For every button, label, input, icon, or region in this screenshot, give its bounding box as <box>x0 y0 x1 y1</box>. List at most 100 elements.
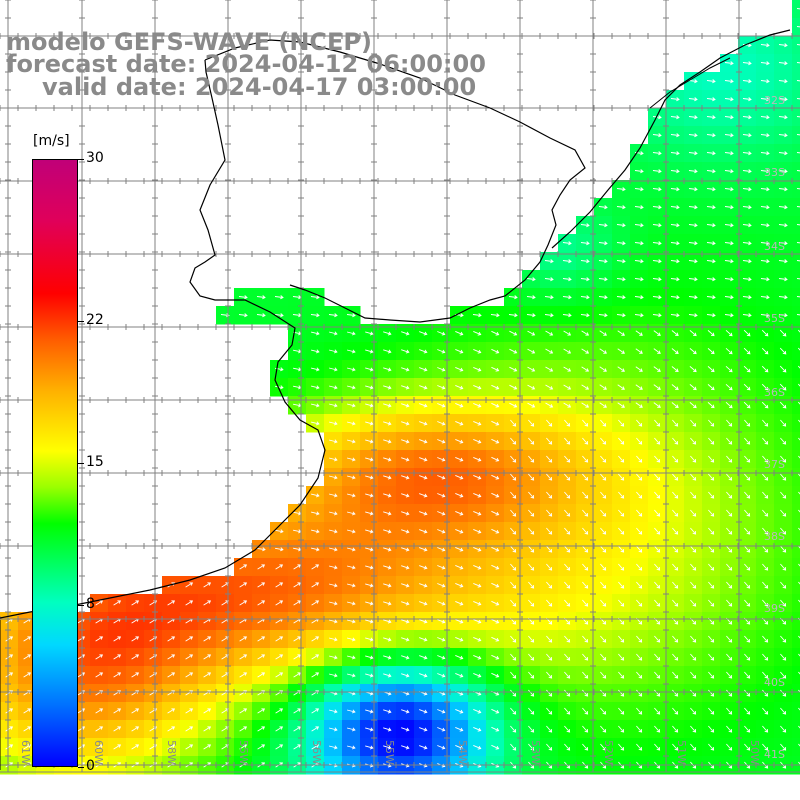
colorbar-tick-mark <box>78 604 84 606</box>
wind-arrow <box>365 529 374 534</box>
wind-arrow <box>510 527 517 535</box>
wind-arrow <box>617 366 625 372</box>
wind-arrow <box>491 348 500 354</box>
wind-arrow <box>528 437 535 445</box>
wind-arrow <box>185 600 194 606</box>
title-valid-date: valid date: 2024-04-17 03:00:00 <box>42 73 477 101</box>
wind-arrow <box>652 187 662 192</box>
wind-arrow <box>346 511 356 516</box>
wind-arrow <box>473 366 482 372</box>
wind-arrow <box>724 277 734 282</box>
wind-arrow <box>778 259 788 264</box>
wind-arrow <box>762 473 769 481</box>
wind-arrow <box>437 547 446 552</box>
wind-arrow <box>690 473 697 481</box>
wind-arrow <box>491 456 500 462</box>
wind-arrow <box>798 473 800 477</box>
wind-arrow <box>724 97 734 102</box>
wind-arrow <box>779 401 787 409</box>
wind-arrow <box>310 313 320 318</box>
wind-arrow <box>761 365 769 373</box>
wind-arrow <box>708 473 715 481</box>
wind-arrow <box>635 330 643 336</box>
wind-cell <box>792 612 800 631</box>
wind-arrow <box>546 599 553 607</box>
wind-arrow <box>760 133 770 138</box>
wind-cell <box>792 594 800 613</box>
wind-arrow <box>652 259 662 264</box>
wind-arrow <box>760 295 770 300</box>
wind-arrow <box>706 259 716 264</box>
wind-arrow <box>671 384 679 390</box>
wind-arrow <box>582 509 589 517</box>
latitude-label: 38S <box>764 530 785 543</box>
wind-arrow <box>672 545 679 553</box>
wind-arrow <box>401 511 410 516</box>
wind-arrow <box>726 599 733 607</box>
wind-arrow <box>563 330 572 336</box>
wind-arrow <box>706 223 716 228</box>
wind-arrow <box>744 455 751 463</box>
wind-arrow <box>797 347 800 351</box>
wind-arrow <box>473 528 482 534</box>
wind-arrow <box>726 473 733 481</box>
wind-arrow <box>582 581 589 589</box>
wind-arrow <box>798 599 800 603</box>
wind-arrow <box>562 295 572 300</box>
wind-arrow <box>706 187 716 192</box>
wind-arrow <box>708 527 715 535</box>
wind-arrow <box>293 564 302 570</box>
wind-arrow <box>455 528 464 534</box>
wind-arrow <box>652 313 662 318</box>
wind-arrow <box>491 384 500 390</box>
wind-arrow <box>328 547 338 552</box>
wind-arrow <box>707 366 715 373</box>
wind-arrow <box>672 419 679 427</box>
wind-arrow <box>437 385 446 390</box>
wind-arrow <box>672 437 679 445</box>
wind-arrow <box>455 564 464 570</box>
wind-arrow <box>509 348 518 354</box>
wind-arrow <box>419 439 428 444</box>
wind-arrow <box>383 601 392 606</box>
wind-arrow <box>636 473 643 481</box>
wind-arrow <box>760 151 770 156</box>
wind-arrow <box>527 384 536 390</box>
wind-arrow <box>419 601 428 606</box>
wind-arrow <box>455 420 464 426</box>
wind-arrow <box>581 330 590 336</box>
wind-cell <box>792 450 800 469</box>
wind-cell <box>792 630 800 649</box>
wind-arrow <box>726 545 733 553</box>
wind-arrow <box>275 600 284 606</box>
wind-arrow <box>670 205 680 210</box>
wind-arrow <box>383 403 392 408</box>
wind-arrow <box>652 133 662 138</box>
wind-arrow <box>437 439 446 444</box>
wind-arrow <box>346 349 356 354</box>
wind-arrow <box>564 545 571 553</box>
wind-arrow <box>689 330 697 337</box>
wind-arrow <box>473 510 482 516</box>
wind-arrow <box>365 331 374 336</box>
wind-arrow <box>654 599 661 607</box>
wind-arrow <box>760 241 770 246</box>
wind-arrow <box>455 366 464 372</box>
wind-arrow <box>616 241 626 246</box>
wind-arrow <box>274 313 284 318</box>
wind-arrow <box>437 601 446 606</box>
wind-arrow <box>383 331 392 336</box>
wind-arrow <box>491 420 500 426</box>
wind-arrow <box>652 223 662 228</box>
wind-arrow <box>653 348 661 354</box>
wind-arrow <box>688 205 698 210</box>
wind-arrow <box>724 169 734 174</box>
wind-arrow <box>616 187 626 192</box>
wind-cell <box>792 684 800 703</box>
wind-arrow <box>401 331 410 336</box>
wind-cell <box>792 90 800 109</box>
wind-arrow <box>491 330 500 336</box>
wind-arrow <box>725 383 733 391</box>
wind-arrow <box>310 385 320 390</box>
wind-arrow <box>346 439 356 444</box>
